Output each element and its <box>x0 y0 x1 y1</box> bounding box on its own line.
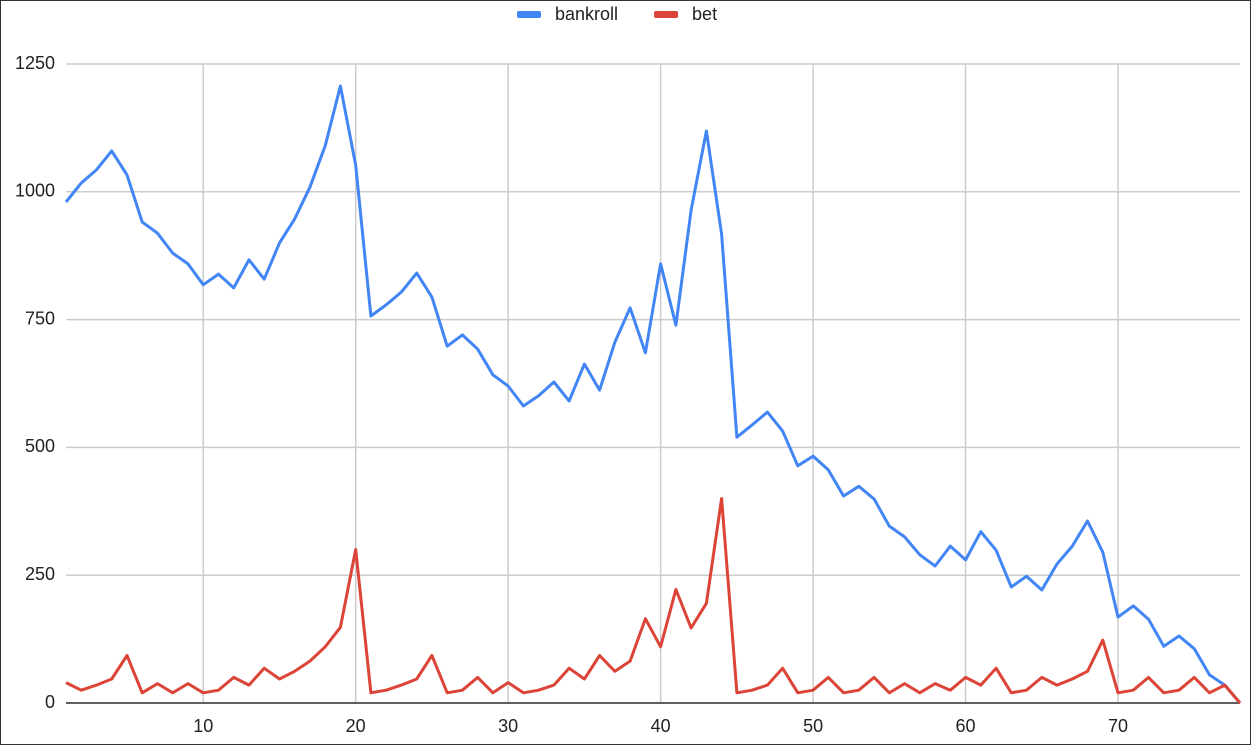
legend-label: bankroll <box>555 4 618 24</box>
y-tick-label: 750 <box>25 308 55 328</box>
x-tick-label: 60 <box>956 716 976 736</box>
series-line <box>64 84 1242 704</box>
legend-label: bet <box>692 4 717 24</box>
x-tick-label: 50 <box>803 716 823 736</box>
y-tick-label: 500 <box>25 436 55 456</box>
x-tick-label: 20 <box>346 716 366 736</box>
x-tick-label: 40 <box>651 716 671 736</box>
x-tick-label: 70 <box>1108 716 1128 736</box>
legend-swatch <box>517 11 541 18</box>
x-tick-label: 30 <box>498 716 518 736</box>
x-tick-label: 10 <box>193 716 213 736</box>
y-tick-label: 1250 <box>15 53 55 73</box>
y-tick-label: 0 <box>45 692 55 712</box>
y-tick-label: 1000 <box>15 181 55 201</box>
legend-swatch <box>654 11 679 18</box>
series-line <box>65 497 1242 704</box>
y-tick-label: 250 <box>25 564 55 584</box>
